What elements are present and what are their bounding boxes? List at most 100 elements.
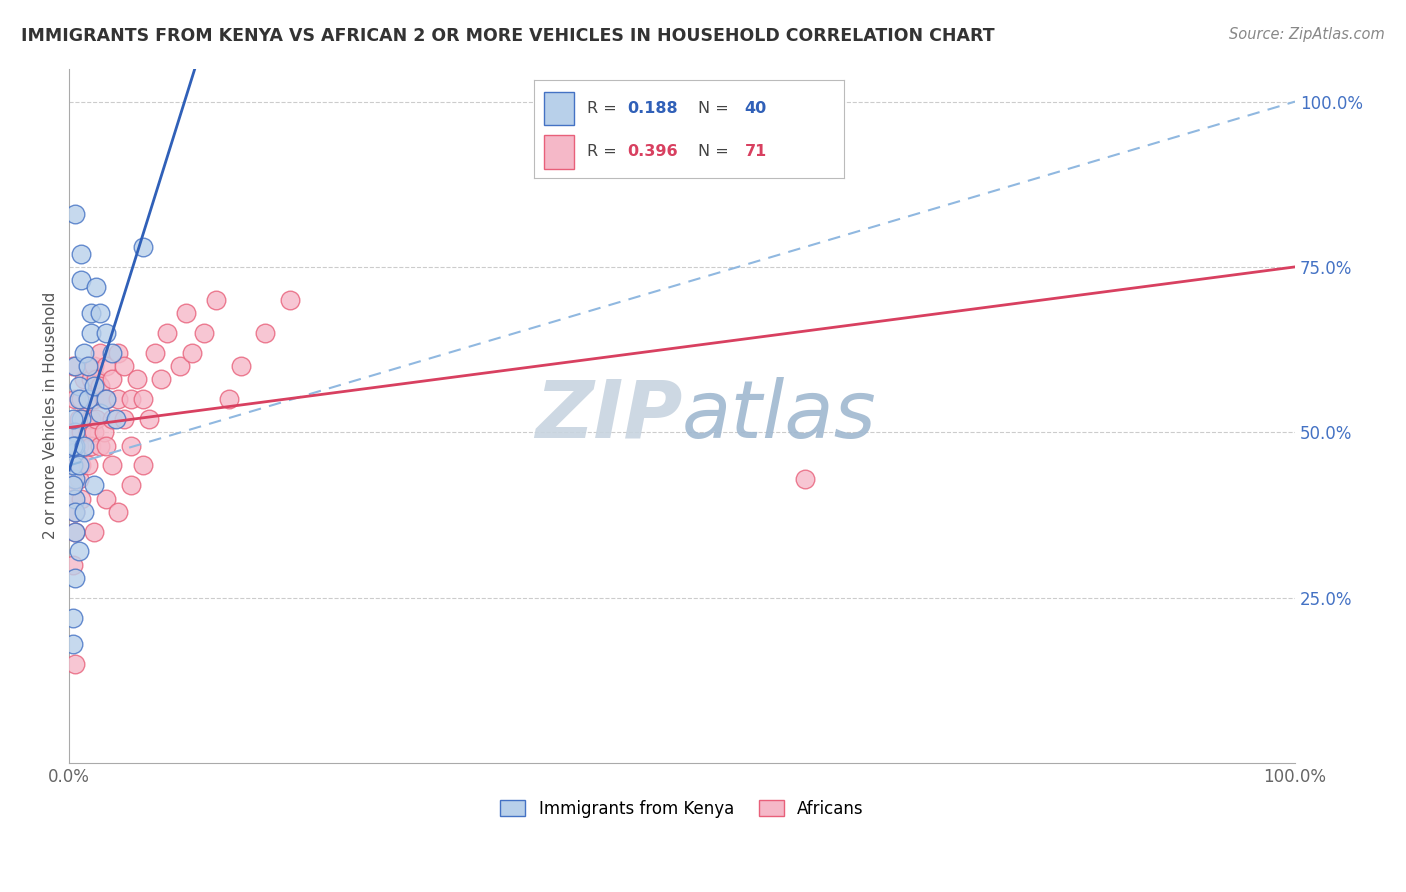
Point (83, 379, 105, 393)
Point (150, 372, 173, 386)
Point (120, 478, 142, 492)
Text: atlas: atlas (682, 376, 877, 455)
Point (101, 346, 124, 360)
Point (65, 439, 87, 453)
Point (83, 478, 105, 492)
Point (89, 346, 111, 360)
Point (65, 571, 87, 585)
Point (83, 359, 105, 374)
Point (80, 372, 103, 386)
Point (101, 372, 124, 386)
Point (62, 478, 84, 492)
Point (73, 346, 96, 360)
Point (180, 346, 202, 360)
Point (83, 392, 105, 407)
Point (65, 524, 87, 539)
Point (89, 405, 111, 419)
Text: N =: N = (699, 101, 734, 116)
Bar (544, 136, 575, 169)
Point (112, 359, 135, 374)
Point (89, 379, 111, 393)
Point (132, 240, 155, 254)
Point (62, 472, 84, 486)
Point (70, 392, 93, 407)
Point (62, 359, 84, 374)
Point (254, 326, 277, 340)
Point (67, 392, 90, 407)
Text: N =: N = (699, 145, 734, 160)
Point (278, 293, 301, 307)
Point (132, 458, 155, 473)
Point (70, 491, 93, 506)
Point (793, 472, 815, 486)
Text: 0.396: 0.396 (627, 145, 678, 160)
Point (94, 439, 117, 453)
Point (125, 372, 148, 386)
Point (65, 472, 87, 486)
Point (94, 326, 117, 340)
Point (67, 472, 90, 486)
Point (70, 246, 93, 260)
Point (84, 372, 107, 386)
Point (62, 610, 84, 624)
Point (73, 505, 96, 519)
Point (169, 359, 191, 374)
Point (70, 425, 93, 440)
Point (76, 359, 98, 374)
Point (65, 359, 87, 374)
Point (80, 412, 103, 426)
Text: Source: ZipAtlas.com: Source: ZipAtlas.com (1229, 27, 1385, 42)
Point (89, 439, 111, 453)
Text: R =: R = (586, 145, 621, 160)
Point (229, 359, 252, 374)
Point (67, 458, 90, 473)
Point (73, 412, 96, 426)
Point (94, 359, 117, 374)
Point (132, 392, 155, 407)
Point (65, 505, 87, 519)
Point (62, 458, 84, 473)
Point (101, 458, 124, 473)
Point (65, 445, 87, 459)
Point (107, 392, 129, 407)
Point (104, 412, 127, 426)
Point (62, 491, 84, 506)
Bar (544, 92, 575, 126)
Point (120, 439, 142, 453)
Text: ZIP: ZIP (534, 376, 682, 455)
Point (76, 392, 98, 407)
Text: R =: R = (586, 101, 621, 116)
Point (89, 306, 111, 320)
Point (156, 326, 179, 340)
Point (65, 524, 87, 539)
Point (65, 491, 87, 506)
Text: 71: 71 (745, 145, 766, 160)
Point (80, 306, 103, 320)
Point (62, 558, 84, 572)
Point (65, 505, 87, 519)
Point (93, 425, 115, 440)
Point (67, 412, 90, 426)
Point (65, 657, 87, 671)
Point (76, 458, 98, 473)
Point (76, 359, 98, 374)
Point (62, 412, 84, 426)
Point (62, 439, 84, 453)
Point (193, 326, 215, 340)
Point (84, 280, 107, 294)
Point (62, 637, 84, 651)
Point (83, 524, 105, 539)
Point (70, 412, 93, 426)
Point (67, 379, 90, 393)
Legend: Immigrants from Kenya, Africans: Immigrants from Kenya, Africans (494, 793, 870, 824)
Point (80, 439, 103, 453)
Point (112, 412, 135, 426)
Y-axis label: 2 or more Vehicles in Household: 2 or more Vehicles in Household (44, 293, 58, 540)
Point (70, 273, 93, 287)
Point (205, 293, 228, 307)
Point (101, 412, 124, 426)
Point (94, 392, 117, 407)
Point (80, 326, 103, 340)
Point (65, 458, 87, 473)
Point (93, 392, 115, 407)
